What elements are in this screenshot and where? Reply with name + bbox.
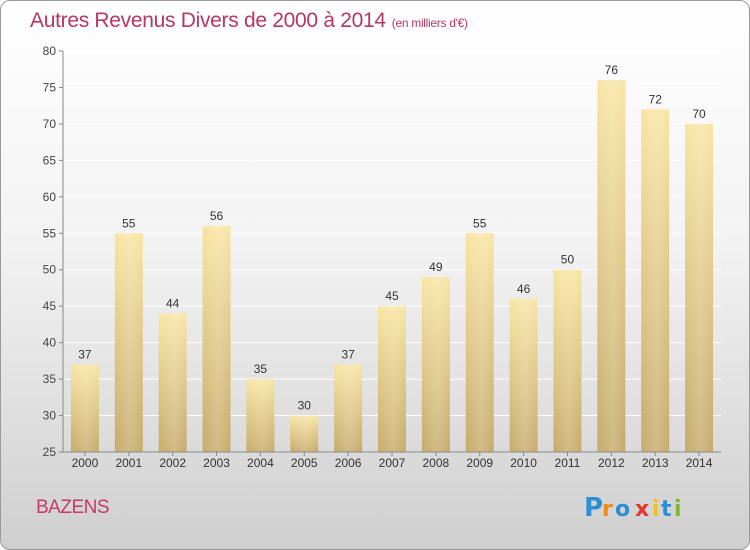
y-tick-label: 45: [43, 299, 57, 313]
x-tick-label: 2003: [203, 456, 230, 470]
bar-shine: [597, 80, 626, 452]
proxiti-logo: P r o x i t i: [584, 493, 682, 523]
x-tick-label: 2006: [335, 456, 362, 470]
bar-shine: [685, 123, 714, 452]
y-tick-label: 65: [43, 153, 57, 167]
data-label: 30: [298, 399, 312, 413]
y-tick-label: 80: [43, 44, 57, 58]
x-tick-label: 2001: [115, 456, 142, 470]
x-tick-label: 2000: [72, 456, 99, 470]
y-tick-label: 30: [43, 409, 57, 423]
chart-title-text: Autres Revenus Divers de 2000 à 2014: [30, 9, 386, 32]
data-label: 35: [254, 362, 268, 376]
chart-subtitle: (en milliers d'€): [391, 16, 468, 30]
bar-shine: [158, 313, 187, 452]
bars: [70, 80, 714, 452]
y-tick-label: 35: [43, 372, 57, 386]
x-tick-label: 2012: [598, 456, 625, 470]
y-tick-label: 70: [43, 117, 57, 131]
y-tick-label: 60: [43, 190, 57, 204]
data-label: 46: [517, 282, 531, 296]
x-tick-label: 2007: [379, 456, 406, 470]
bar-shine: [378, 306, 406, 452]
axes: [59, 50, 721, 456]
bar-shine: [70, 364, 99, 452]
labels: 25 30 35 40 45 50 55 60 65 70 75 80 37 2000 55 2001 44 20…: [43, 44, 713, 470]
chart-title: Autres Revenus Divers de 2000 à 2014 (en …: [30, 9, 468, 33]
y-tick-label: 40: [43, 336, 57, 350]
data-label: 49: [429, 260, 443, 274]
svg-text:r: r: [602, 497, 613, 522]
y-tick-label: 75: [43, 80, 57, 94]
data-label: 55: [473, 216, 487, 230]
bar-shine: [509, 298, 538, 452]
data-label: 37: [341, 348, 355, 362]
data-label: 50: [561, 253, 575, 267]
x-tick-label: 2005: [291, 456, 318, 470]
x-tick-label: 2008: [423, 456, 450, 470]
bar-shine: [202, 225, 231, 452]
bar-shine: [290, 415, 319, 452]
svg-text:x: x: [635, 497, 649, 522]
data-label: 72: [649, 92, 663, 106]
data-label: 56: [210, 209, 224, 223]
bar-shine: [641, 109, 670, 452]
bar-shine: [114, 233, 143, 452]
x-tick-label: 2004: [247, 456, 274, 470]
y-tick-label: 50: [43, 263, 57, 277]
x-tick-label: 2009: [466, 456, 493, 470]
svg-text:i: i: [652, 497, 660, 522]
svg-text:i: i: [674, 497, 682, 522]
y-tick-label: 55: [43, 226, 57, 240]
bar-shine: [334, 364, 363, 452]
y-tick-label: 25: [43, 445, 57, 459]
x-tick-label: 2002: [159, 456, 186, 470]
data-label: 70: [692, 107, 706, 121]
data-label: 44: [166, 296, 180, 310]
svg-text:o: o: [615, 497, 630, 522]
x-tick-label: 2014: [686, 456, 713, 470]
data-label: 45: [385, 289, 399, 303]
x-tick-label: 2010: [510, 456, 537, 470]
bar-shine: [246, 379, 275, 452]
x-tick-label: 2011: [555, 456, 581, 470]
data-label: 55: [122, 216, 136, 230]
bar-shine: [553, 269, 582, 452]
data-label: 37: [78, 348, 92, 362]
location-label: BAZENS: [36, 497, 110, 518]
bar-shine: [465, 233, 494, 452]
svg-text:t: t: [661, 497, 672, 522]
x-tick-label: 2013: [642, 456, 669, 470]
data-label: 76: [605, 63, 619, 77]
svg-text:P: P: [584, 493, 603, 523]
bar-shine: [421, 277, 450, 452]
